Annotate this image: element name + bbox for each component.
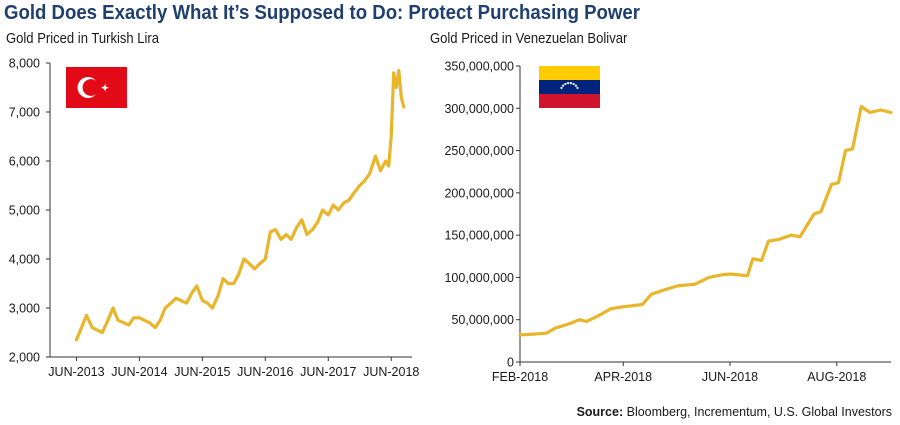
- turkey-flag: [66, 67, 127, 108]
- right-x-tick-label: AUG-2018: [807, 370, 866, 384]
- left-x-tick-label: JUN-2015: [174, 365, 230, 379]
- source-label: Source:: [576, 405, 624, 419]
- right-x-tick-label: JUN-2018: [702, 370, 758, 384]
- right-y-tick-label: 0: [507, 356, 514, 370]
- flag-star-icon: [564, 82, 567, 86]
- left-y-tick-label: 2,000: [9, 351, 40, 365]
- flag-star-icon: [574, 84, 578, 87]
- right-chart-title: Gold Priced in Venezuelan Bolivar: [430, 31, 628, 47]
- right-y-tick-label: 250,000,000: [444, 144, 514, 158]
- left-y-tick-label: 4,000: [9, 253, 40, 267]
- left-x-tick-label: JUN-2013: [48, 365, 104, 379]
- left-y-tick-label: 8,000: [9, 57, 40, 71]
- left-chart-title: Gold Priced in Turkish Lira: [6, 31, 160, 47]
- left-x-tick-label: JUN-2016: [237, 365, 293, 379]
- flag-star-icon: [560, 86, 563, 89]
- source-note: Source: Bloomberg, Incrementum, U.S. Glo…: [577, 405, 892, 419]
- flag-star-icon: [569, 82, 573, 85]
- right-x-tick-label: APR-2018: [594, 370, 652, 384]
- flag-star-icon: [576, 86, 579, 89]
- flag-star-icon: [572, 82, 575, 86]
- left-y-tick-label: 5,000: [9, 204, 40, 218]
- right-y-tick-label: 300,000,000: [444, 102, 514, 116]
- source-text: Bloomberg, Incrementum, U.S. Global Inve…: [626, 405, 892, 419]
- page-title: Gold Does Exactly What It’s Supposed to …: [4, 2, 640, 24]
- flag-star-icon: [562, 84, 565, 87]
- right-y-tick-label: 50,000,000: [451, 313, 514, 327]
- left-x-tick-label: JUN-2017: [300, 365, 356, 379]
- left-series-line: [74, 68, 406, 342]
- venezuela-flag: [539, 66, 600, 108]
- left-y-tick-label: 7,000: [9, 106, 40, 120]
- flag-star-icon: [567, 82, 570, 85]
- left-x-tick-label: JUN-2014: [111, 365, 167, 379]
- right-y-tick-label: 350,000,000: [444, 60, 514, 74]
- right-y-tick-label: 200,000,000: [444, 186, 514, 200]
- right-y-tick-label: 150,000,000: [444, 229, 514, 243]
- right-x-tick-label: FEB-2018: [492, 370, 548, 384]
- right-y-tick-label: 100,000,000: [444, 271, 514, 285]
- left-x-tick-label: JUN-2018: [363, 365, 419, 379]
- left-y-tick-label: 6,000: [9, 155, 40, 169]
- right-series-line: [518, 104, 893, 337]
- left-y-tick-label: 3,000: [9, 302, 40, 316]
